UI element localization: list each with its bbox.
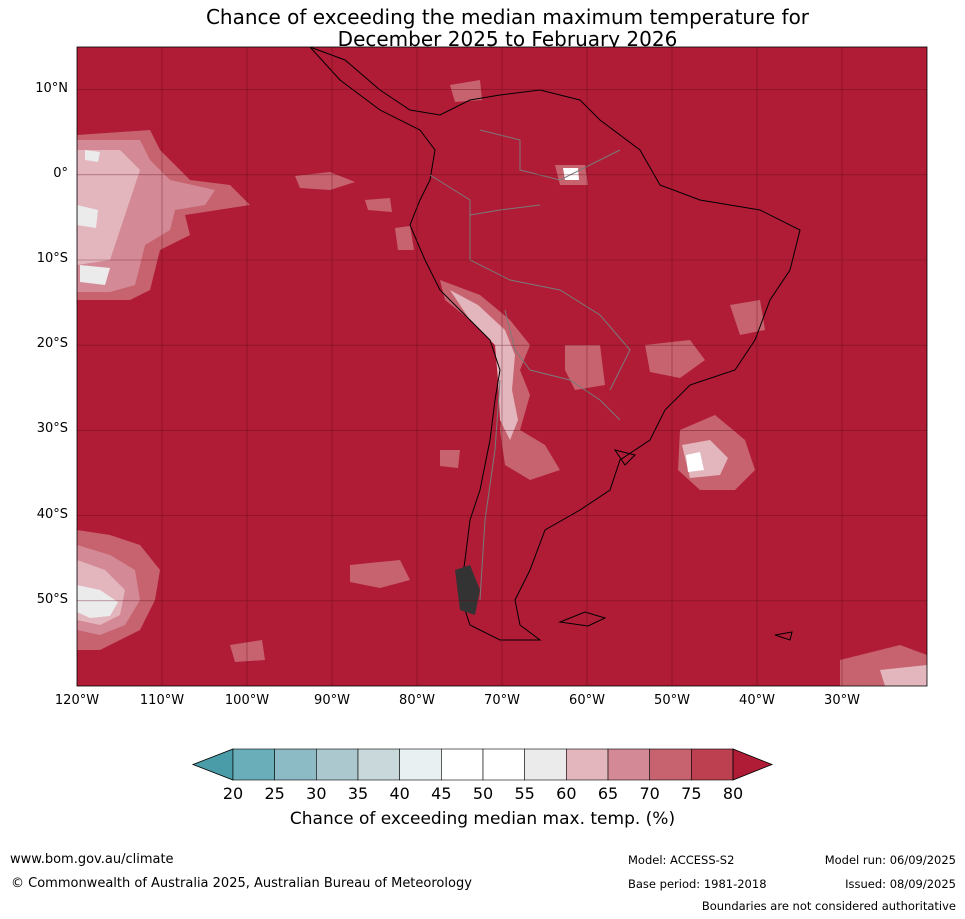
latitude-label: 50°S — [36, 591, 68, 607]
map-frame — [77, 47, 927, 686]
graticule — [77, 47, 927, 686]
colorbar-tick-label: 30 — [306, 784, 327, 803]
footer-base-period: Base period: 1981-2018 — [628, 877, 767, 891]
longitude-label: 110°W — [139, 693, 185, 708]
longitude-label: 120°W — [54, 693, 100, 708]
colorbar-label: Chance of exceeding median max. temp. (%… — [289, 809, 676, 829]
colorbar-tick-label: 40 — [389, 784, 410, 803]
colorbar-extend-low — [191, 748, 234, 781]
colorbar-segment — [566, 748, 609, 781]
colorbar-tick-label: 55 — [514, 784, 535, 803]
footer-copyright: © Commonwealth of Australia 2025, Austra… — [11, 876, 472, 891]
colorbar-tick-label: 50 — [472, 784, 494, 803]
colorbar-tick-label: 25 — [264, 784, 285, 803]
colorbar-tick-label: 20 — [222, 784, 244, 803]
longitude-label: 90°W — [314, 693, 350, 708]
latitude-label: 10°N — [35, 80, 68, 96]
colorbar-segment — [524, 748, 567, 781]
longitude-label: 100°W — [224, 693, 270, 708]
footer-url[interactable]: www.bom.gov.au/climate — [10, 852, 174, 867]
map-title-line1: Chance of exceeding the median maximum t… — [205, 5, 810, 29]
colorbar-segment — [357, 748, 400, 781]
footer-model: Model: ACCESS-S2 — [628, 853, 735, 867]
colorbar-segment — [607, 748, 651, 781]
colorbar-tick-label: 35 — [347, 784, 369, 803]
colorbar-segment — [691, 748, 734, 781]
longitude-label: 40°W — [739, 693, 775, 708]
colorbar-tick-label: 80 — [722, 784, 744, 803]
colorbar-tick-label: 45 — [431, 784, 452, 803]
latitude-label: 10°S — [36, 251, 68, 266]
latitude-label: 30°S — [36, 421, 68, 437]
colorbar — [191, 748, 774, 781]
colorbar-extend-high — [732, 748, 774, 781]
colorbar-segment — [482, 748, 525, 781]
longitude-label: 50°W — [654, 693, 690, 708]
longitude-label: 80°W — [399, 693, 435, 708]
longitude-label: 60°W — [569, 693, 605, 708]
footer-issued: Issued: 08/09/2025 — [845, 877, 956, 891]
footer-disclaimer: Boundaries are not considered authoritat… — [701, 899, 956, 913]
longitude-label: 70°W — [484, 693, 520, 708]
colorbar-segment — [316, 748, 359, 781]
latitude-label: 40°S — [36, 506, 68, 522]
andes-dark-region — [455, 565, 480, 615]
colorbar-segment — [399, 748, 442, 781]
footer-model-run: Model run: 06/09/2025 — [824, 853, 956, 867]
colorbar-tick-label: 60 — [556, 784, 577, 803]
map-title-line2: December 2025 to February 2026 — [337, 27, 678, 51]
coastline — [309, 47, 801, 641]
map-border — [76, 46, 928, 687]
colorbar-tick-label: 65 — [597, 784, 619, 803]
colorbar-tick-label: 70 — [639, 784, 660, 803]
probability-patches — [77, 80, 927, 686]
colorbar-segment — [232, 748, 275, 781]
colorbar-tick-label: 75 — [681, 784, 702, 803]
latitude-label: 0° — [53, 165, 68, 181]
longitude-label: 30°W — [824, 693, 860, 708]
colorbar-segment — [649, 748, 692, 781]
latitude-label: 20°S — [36, 336, 68, 352]
colorbar-segment — [441, 748, 484, 781]
colorbar-segment — [274, 748, 317, 781]
